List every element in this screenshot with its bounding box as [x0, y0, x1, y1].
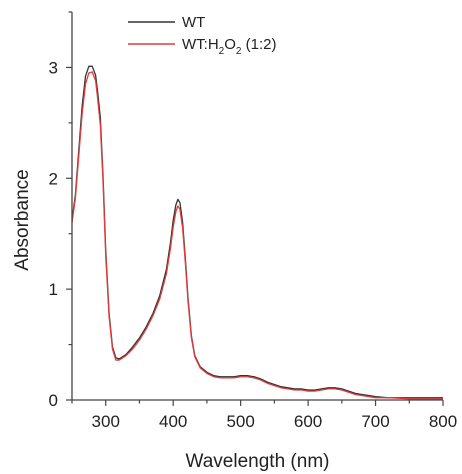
series-line-0	[71, 65, 443, 399]
x-tick-label: 300	[92, 412, 120, 431]
x-tick-label: 600	[294, 412, 322, 431]
y-tick-label: 0	[49, 391, 58, 410]
legend: WT WT:H2O2 (1:2)	[128, 14, 276, 57]
y-tick-label: 2	[49, 169, 58, 188]
legend-label-0: WT	[182, 14, 205, 31]
x-axis-title: Wavelength (nm)	[186, 451, 330, 472]
ticks-layer: 300 400 500 600 700 800 0 1 2 3	[49, 11, 457, 431]
series-layer	[71, 65, 443, 400]
x-tick-label: 400	[159, 412, 187, 431]
x-tick-label: 800	[429, 412, 457, 431]
y-tick-label: 3	[49, 58, 58, 77]
y-tick-label: 1	[49, 280, 58, 299]
legend-label-1: WT:H2O2 (1:2)	[182, 36, 276, 57]
y-axis-title: Absorbance	[12, 169, 33, 270]
series-line-1	[71, 71, 443, 400]
x-tick-label: 700	[361, 412, 389, 431]
x-tick-label: 500	[226, 412, 254, 431]
